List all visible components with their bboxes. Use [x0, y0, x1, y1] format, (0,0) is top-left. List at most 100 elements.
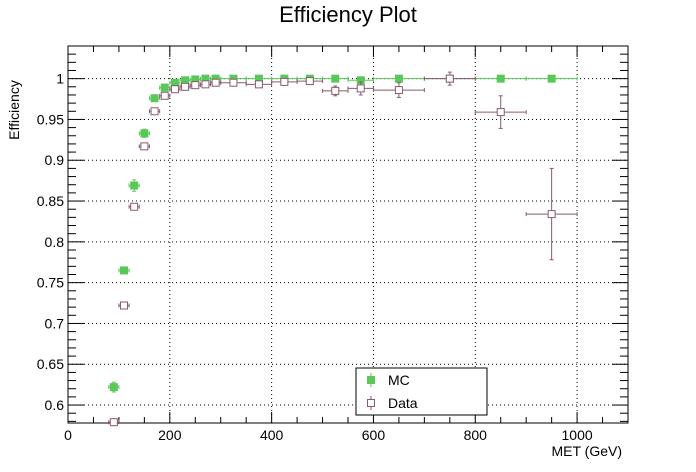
- data-point: [296, 77, 324, 86]
- data-marker: [140, 129, 149, 138]
- x-tick-label: 600: [362, 427, 386, 443]
- x-tick-label: 0: [64, 427, 72, 443]
- data-marker: [191, 81, 200, 90]
- x-tick-label: 800: [464, 427, 488, 443]
- data-point: [159, 91, 171, 100]
- data-marker: [201, 80, 210, 89]
- data-point: [179, 76, 191, 85]
- data-point: [423, 71, 476, 86]
- data-marker: [547, 210, 556, 219]
- data-marker: [150, 94, 159, 103]
- chart-title: Efficiency Plot: [279, 2, 417, 27]
- data-marker: [181, 76, 190, 85]
- data-marker: [130, 181, 139, 190]
- data-point: [199, 74, 212, 83]
- y-tick-labels: 0.6 0.65 0.7 0.75 0.8 0.85 0.9 0.95 1: [37, 71, 64, 413]
- data-point: [245, 80, 273, 89]
- data-point: [525, 74, 578, 83]
- legend-swatch-marker: [367, 399, 375, 407]
- y-tick-label: 0.7: [45, 315, 65, 331]
- data-marker: [394, 74, 403, 83]
- legend-box: [355, 367, 488, 416]
- data-point: [148, 107, 161, 116]
- data-point: [245, 74, 273, 83]
- data-marker: [445, 74, 454, 83]
- series-data: [108, 71, 578, 427]
- legend-label-mc: MC: [388, 372, 410, 388]
- x-tick-label: 400: [260, 427, 284, 443]
- series-mc: [108, 74, 578, 393]
- data-point: [118, 266, 130, 275]
- data-marker: [170, 78, 179, 87]
- legend-swatches: [367, 373, 375, 410]
- data-marker: [496, 74, 505, 83]
- data-marker: [496, 108, 505, 117]
- data-point: [474, 95, 527, 129]
- data-marker: [254, 80, 263, 89]
- data-marker: [181, 82, 190, 91]
- data-marker: [547, 74, 556, 83]
- legend-label-data: Data: [388, 395, 418, 411]
- data-point: [108, 381, 120, 393]
- data-marker: [160, 91, 169, 100]
- data-marker: [160, 83, 169, 92]
- x-axis-title: MET (GeV): [551, 443, 622, 459]
- data-point: [189, 81, 201, 90]
- data-marker: [140, 142, 149, 151]
- data-point: [322, 74, 349, 83]
- x-tick-label: 1000: [562, 427, 593, 443]
- data-point: [525, 167, 578, 261]
- data-marker: [331, 74, 340, 83]
- legend-swatch-marker: [367, 376, 375, 384]
- data-marker: [305, 77, 314, 86]
- data-point: [128, 202, 140, 211]
- data-marker: [120, 266, 128, 275]
- y-tick-label: 0.9: [45, 152, 65, 168]
- data-point: [159, 83, 171, 92]
- data-marker: [130, 202, 139, 211]
- data-point: [372, 82, 425, 98]
- x-tick-label: 200: [158, 427, 182, 443]
- data-point: [179, 82, 191, 91]
- data-marker: [280, 77, 289, 86]
- data-marker: [170, 85, 179, 94]
- y-tick-label: 0.85: [37, 193, 64, 209]
- data-marker: [331, 86, 340, 95]
- data-point: [128, 179, 140, 192]
- data-point: [210, 78, 222, 87]
- y-tick-label: 0.65: [37, 356, 64, 372]
- data-marker: [150, 107, 159, 116]
- data-point: [271, 77, 298, 86]
- data-point: [372, 74, 425, 83]
- data-marker: [394, 86, 403, 95]
- data-point: [138, 128, 150, 138]
- data-point: [220, 78, 247, 87]
- data-point: [148, 94, 161, 103]
- data-marker: [229, 78, 238, 87]
- data-point: [138, 142, 150, 151]
- y-tick-label: 0.6: [45, 397, 65, 413]
- legend: MC Data: [355, 367, 488, 416]
- data-marker: [109, 418, 118, 427]
- x-tick-labels: 0 200 400 600 800 1000: [64, 427, 593, 443]
- data-point: [169, 85, 181, 94]
- data-marker: [109, 383, 118, 392]
- data-series: [108, 71, 578, 427]
- data-marker: [120, 301, 128, 310]
- data-marker: [211, 78, 220, 87]
- data-point: [118, 301, 130, 310]
- y-tick-label: 0.95: [37, 111, 64, 127]
- y-tick-label: 1: [56, 71, 64, 87]
- data-marker: [356, 84, 365, 93]
- y-axis-title: Efficiency: [6, 80, 22, 140]
- y-tick-label: 0.8: [45, 234, 65, 250]
- data-point: [108, 418, 120, 427]
- data-point: [169, 78, 181, 87]
- data-point: [347, 81, 374, 96]
- y-tick-label: 0.75: [37, 275, 64, 291]
- data-point: [199, 80, 212, 89]
- data-point: [322, 85, 349, 97]
- axis-ticks: [67, 45, 629, 423]
